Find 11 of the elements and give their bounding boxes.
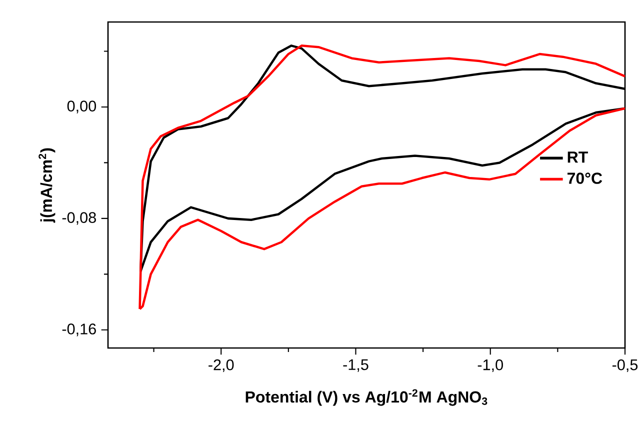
x-tick-label: -1,0 (478, 359, 503, 372)
x-tick-label: -0,5 (612, 359, 638, 372)
x-axis-title: Potential (V) vs Ag/10$^{-2}$M AgNO$_{3}$ (246, 389, 488, 406)
y-axis-title: j(mA/cm$^{2}$) (38, 148, 56, 223)
y-tick-label: -0,08 (62, 212, 96, 225)
y-tick-label: -0,16 (62, 324, 96, 336)
y-tick-label: 0,00 (67, 100, 96, 114)
legend-label: RT (568, 152, 588, 163)
legend-label: 70°C (568, 172, 602, 184)
x-tick-label: -1,5 (343, 359, 368, 372)
x-tick-label: -2,0 (208, 359, 234, 372)
